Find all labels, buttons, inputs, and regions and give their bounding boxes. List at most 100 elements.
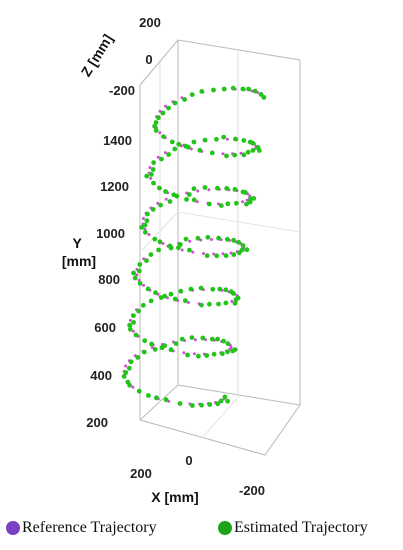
reference-point [192,352,196,356]
reference-point [148,166,152,169]
estimated-point [144,173,150,179]
series-layer [121,85,267,408]
estimated-point [152,347,158,352]
estimated-point [214,253,220,259]
plot-box [139,39,301,456]
reference-point [158,131,162,135]
reference-point [128,318,132,322]
reference-point [221,252,225,256]
estimated-point [211,87,216,93]
estimated-point [142,222,148,228]
estimated-point [216,301,221,307]
estimated-point [167,243,173,249]
reference-point [141,217,145,220]
estimated-point [190,403,195,408]
estimated-point [178,288,184,294]
estimated-point [133,332,139,338]
estimated-point [236,239,242,245]
estimated-point [218,398,224,404]
estimated-point [256,148,262,153]
estimated-point [166,152,172,157]
estimated-point [163,397,169,403]
estimated-point [121,374,127,379]
x-axis-label: X [mm] [151,489,198,505]
estimated-point [171,192,177,198]
grid-line [201,394,241,439]
estimated-point [159,156,164,162]
estimated-point [199,402,204,408]
estimated-point [232,300,238,306]
y-tick-label: 200 [86,415,108,430]
estimated-point [221,338,227,344]
estimated-point [216,235,222,241]
estimated-point [241,138,247,143]
estimated-point [131,313,136,319]
z-tick-label: 200 [139,15,161,30]
estimated-point [234,200,239,206]
estimated-point [232,152,238,158]
reference-point [245,198,249,202]
estimated-point [202,137,208,143]
estimated-point [191,139,197,145]
legend-item-estimated: Estimated Trajectory [218,519,368,537]
estimated-point [225,201,231,207]
estimated-point [197,147,203,153]
estimated-point [225,341,231,347]
y-axis-label-line1: Y [73,235,83,251]
y-tick-label: 1000 [96,226,125,241]
estimated-point [223,287,229,293]
reference-point [193,338,197,342]
grid-line [139,211,179,253]
estimated-point [233,297,239,303]
estimated-point [150,207,156,212]
estimated-point [142,229,148,235]
estimated-point [172,100,178,106]
estimated-point [199,302,204,308]
reference-point [188,239,192,243]
estimated-point [209,336,215,342]
estimated-point [151,160,157,166]
estimated-point [209,150,215,156]
estimated-point [160,110,166,116]
reference-point [241,200,245,204]
estimated-point [140,302,146,308]
legend: Reference Trajectory Estimated Trajector… [6,519,403,543]
estimated-point [145,211,150,217]
estimated-point [137,281,143,286]
estimated-point [127,322,132,328]
estimated-point [176,141,182,147]
estimated-point [163,189,168,194]
reference-point [149,176,153,180]
y-tick-label: 600 [94,320,116,335]
estimated-point [196,353,201,359]
estimated-point [258,92,264,97]
estimated-point [206,201,212,207]
estimated-point [182,97,188,102]
estimated-point [202,185,208,190]
x-axis: 200 0 -200 X [mm] [130,453,265,505]
legend-marker-estimated [218,521,232,535]
estimated-point [204,353,210,358]
estimated-point [157,185,162,191]
estimated-point [166,105,171,111]
estimated-point [230,85,236,91]
estimated-point [125,379,131,385]
reference-point [196,189,200,193]
estimated-point [225,349,230,355]
legend-marker-reference [6,521,20,535]
estimated-point [245,149,251,155]
legend-item-reference: Reference Trajectory [6,519,157,537]
estimated-point [187,247,192,253]
estimated-point [214,136,219,142]
estimated-point [128,359,134,365]
reference-point [131,385,135,389]
reference-point [142,283,146,287]
estimated-point [225,236,230,242]
estimated-point [247,199,253,205]
estimated-point [183,236,189,242]
legend-label-reference: Reference Trajectory [22,519,157,536]
grid-line [177,211,301,233]
estimated-point [168,291,174,297]
estimated-point [144,258,149,263]
